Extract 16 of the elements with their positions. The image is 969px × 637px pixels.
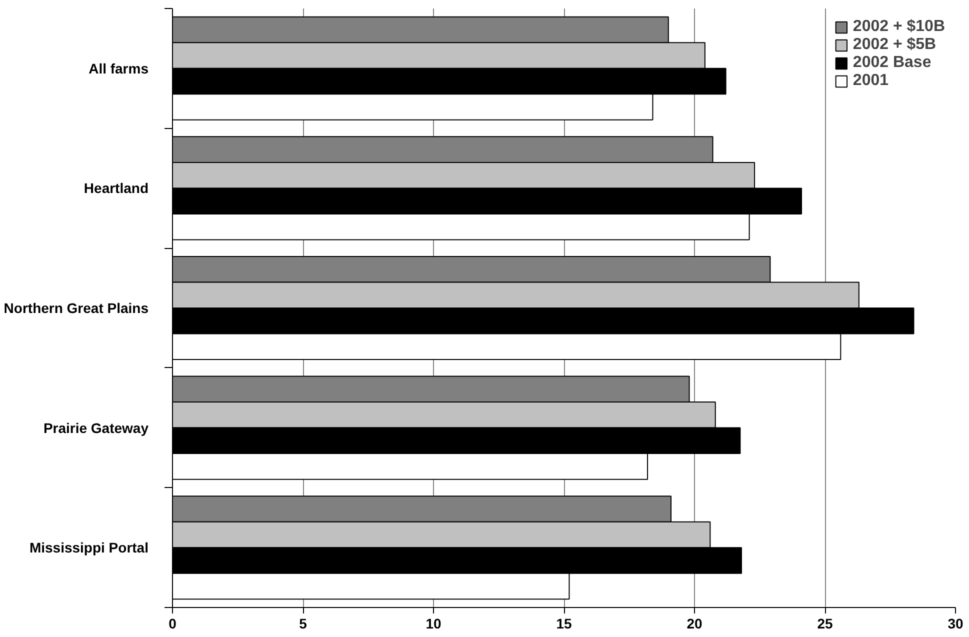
x-tick-label: 10 [426, 616, 442, 632]
y-tick-label: All farms [88, 60, 149, 76]
legend-label: 2001 [852, 72, 889, 90]
y-tick-label: Prairie Gateway [43, 420, 149, 436]
y-tick-label: Northern Great Plains [4, 300, 149, 316]
legend-label: 2002 + $5B [852, 36, 936, 54]
x-tick-label: 25 [817, 616, 833, 632]
x-tick-label: 30 [948, 616, 964, 632]
legend-label: 2002 Base [852, 54, 932, 72]
y-tick-label: Heartland [84, 180, 149, 196]
x-tick-label: 20 [686, 616, 702, 632]
x-tick-label: 5 [299, 616, 308, 632]
x-tick-label: 15 [556, 616, 572, 632]
legend-label: 2002 + $10B [852, 18, 945, 36]
y-tick-label: Mississippi Portal [29, 540, 149, 556]
x-tick-label: 0 [168, 616, 177, 632]
